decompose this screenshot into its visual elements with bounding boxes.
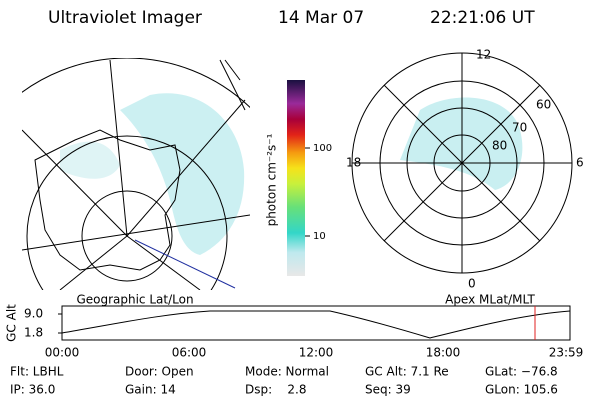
footer-field: Mode: Normal xyxy=(245,365,329,379)
alt-xtick: 00:00 xyxy=(45,346,80,360)
footer-field: GC Alt: 7.1 Re xyxy=(365,365,449,379)
date: 14 Mar 07 xyxy=(278,8,364,28)
footer-field: Dsp: 2.8 xyxy=(245,383,307,397)
mlt-label: 0 xyxy=(468,277,476,291)
alt-ytick: 1.8 xyxy=(24,326,43,340)
altitude-plot xyxy=(58,305,571,341)
geo-label: Geographic Lat/Lon xyxy=(76,293,193,307)
footer-field: Flt: LBHL xyxy=(10,365,64,379)
footer-field: GLat: −76.8 xyxy=(485,365,558,379)
alt-xtick: 23:59 xyxy=(549,346,584,360)
polar-map xyxy=(351,52,573,274)
colorbar xyxy=(287,80,305,276)
footer: Flt: LBHL Door: Open Mode: Normal GC Alt: 7… xyxy=(10,365,558,397)
polar-label: Apex MLat/MLT xyxy=(445,293,535,307)
footer-field: GLon: 105.6 xyxy=(485,383,558,397)
mlt-label: 12 xyxy=(476,48,491,62)
time: 22:21:06 UT xyxy=(430,8,535,28)
title: Ultraviolet Imager xyxy=(48,8,202,28)
lat-label: 60 xyxy=(536,98,551,112)
alt-xtick: 06:00 xyxy=(172,346,207,360)
mlt-label: 6 xyxy=(576,156,584,170)
colorbar-tick-label: 10 xyxy=(313,231,326,242)
alt-xtick: 12:00 xyxy=(299,346,334,360)
alt-ytick: 9.0 xyxy=(24,307,43,321)
mlt-label: 18 xyxy=(346,156,361,170)
geo-map xyxy=(22,58,250,290)
lat-label: 70 xyxy=(512,121,527,135)
alt-xtick: 18:00 xyxy=(426,346,461,360)
lat-label: 80 xyxy=(492,139,507,153)
alt-ylabel: GC Alt xyxy=(5,304,19,342)
footer-field: IP: 36.0 xyxy=(10,383,55,397)
footer-field: Seq: 39 xyxy=(365,383,411,397)
footer-field: Gain: 14 xyxy=(125,383,176,397)
colorbar-tick-label: 100 xyxy=(313,143,332,154)
footer-field: Door: Open xyxy=(125,365,194,379)
colorbar-label: photon cm⁻²s⁻¹ xyxy=(265,133,279,226)
